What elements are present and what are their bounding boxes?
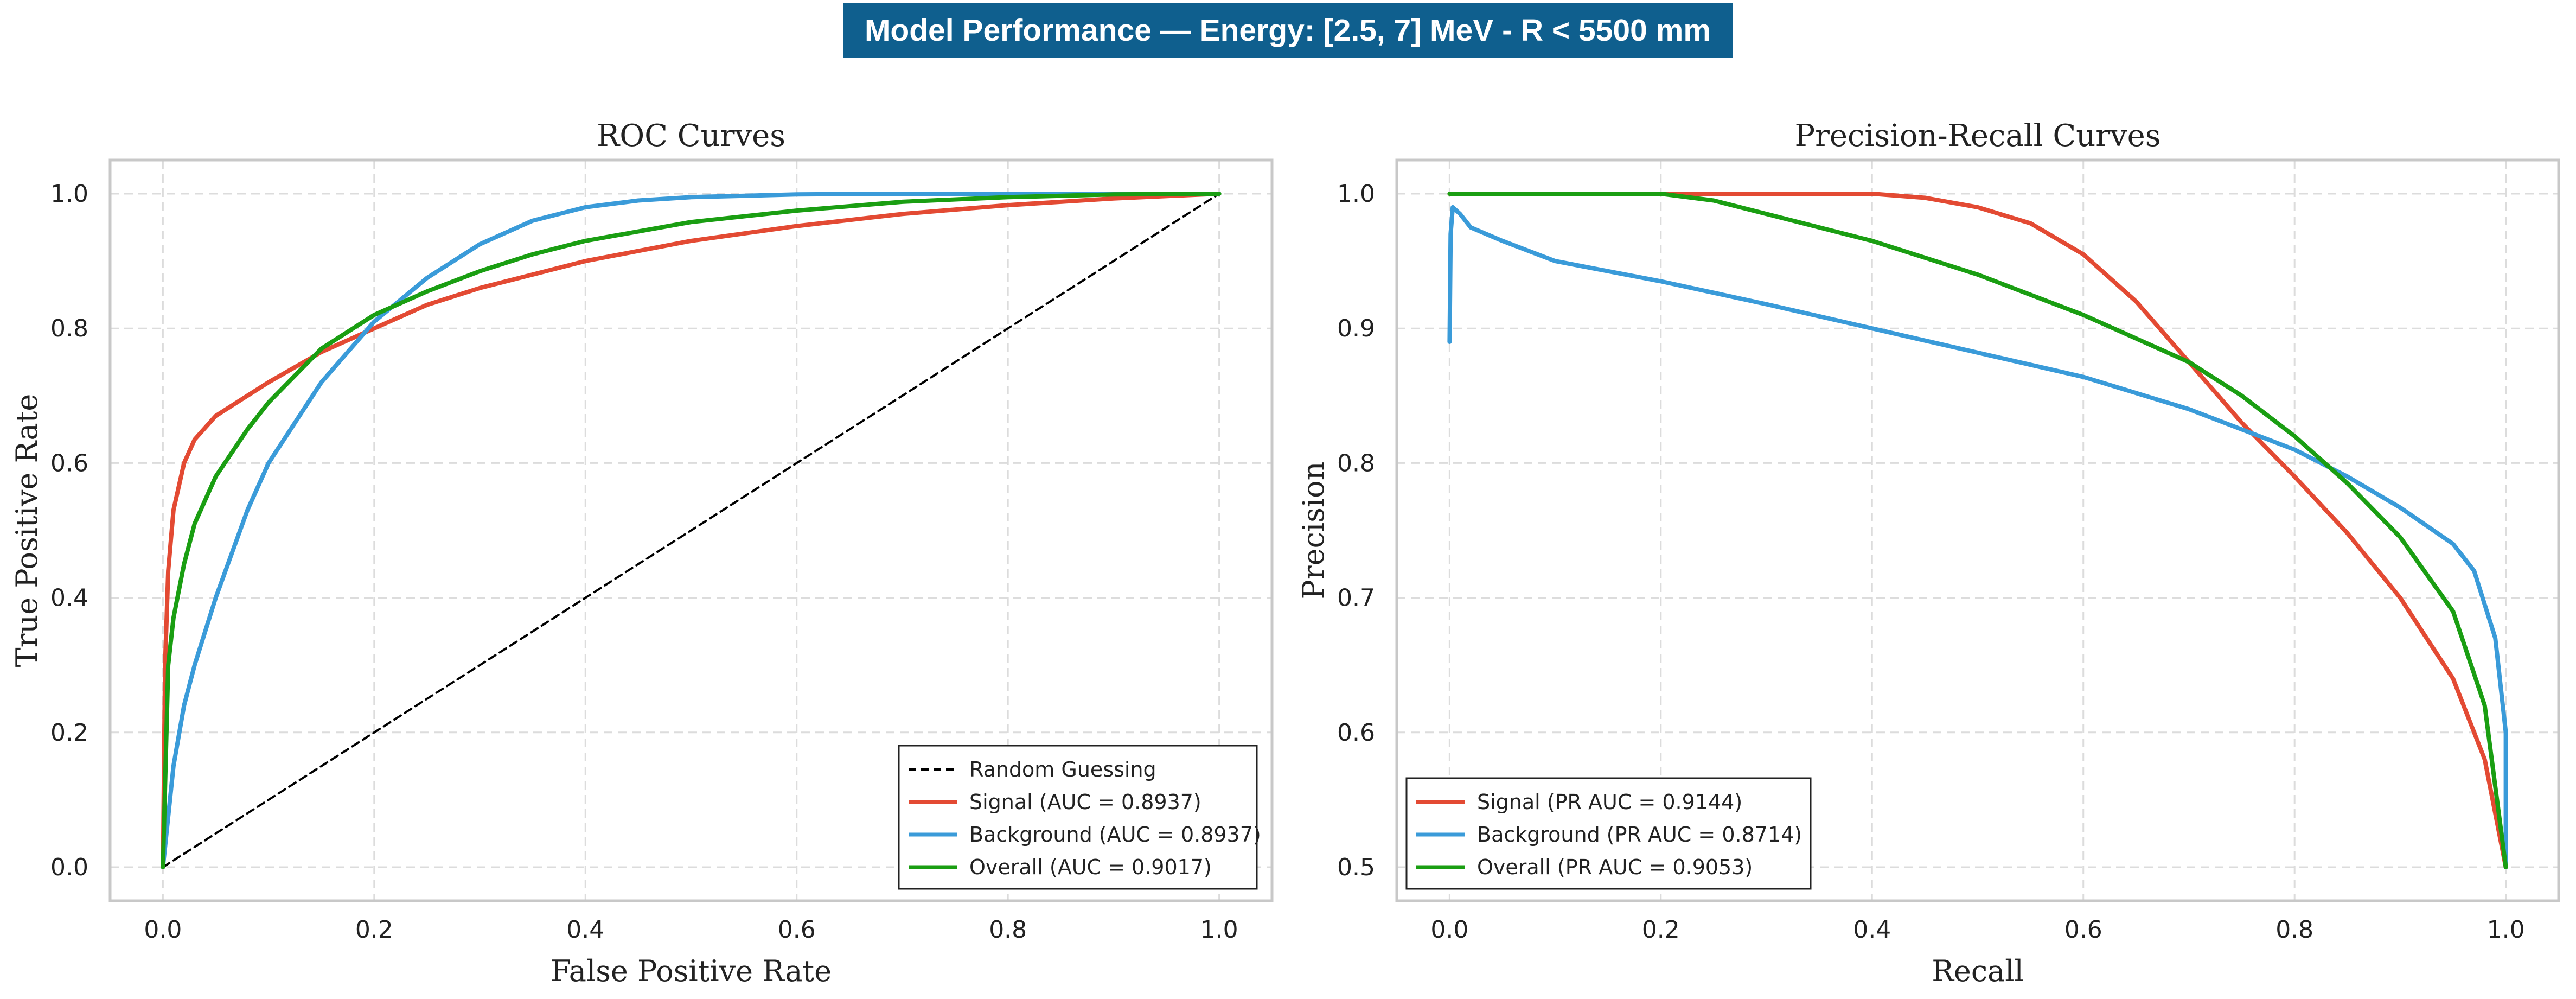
legend-box [898, 745, 1258, 890]
legend: Random Guessing Signal (AUC = 0.8937) Back… [898, 745, 1261, 890]
y-tick-label: 0.6 [50, 449, 88, 477]
x-tick-label: 0.0 [144, 916, 182, 944]
chart-title: Precision-Recall Curves [1794, 118, 2160, 154]
y-tick-label: 0.8 [1337, 449, 1375, 477]
legend-entry: Signal (PR AUC = 0.9144) [1477, 790, 1742, 814]
y-tick-label: 1.0 [50, 180, 88, 208]
x-tick-label: 1.0 [2487, 916, 2525, 944]
legend-entry: Background (PR AUC = 0.8714) [1477, 823, 1802, 847]
x-tick-label: 0.4 [566, 916, 604, 944]
y-tick-label: 0.5 [1337, 854, 1375, 881]
legend-entry: Overall (AUC = 0.9017) [969, 855, 1212, 879]
y-tick-label: 0.4 [50, 584, 88, 612]
plot-frame [108, 158, 1274, 902]
y-tick-label: 0.2 [50, 719, 88, 747]
chart-panel-2: 0.0 0.2 0.4 0.6 0.8 1.0 0.5 0.6 0.7 0.8 0.9 1.0 Prec… [1296, 118, 2560, 988]
x-tick-label: 0.6 [2064, 916, 2102, 944]
series-line [1447, 192, 2508, 869]
series-line [162, 193, 1220, 868]
x-tick-label: 1.0 [1200, 916, 1238, 944]
y-tick-label: 0.0 [50, 854, 88, 881]
series-line [1447, 205, 2508, 869]
chart-title: ROC Curves [597, 118, 785, 154]
legend-entry: Signal (AUC = 0.8937) [969, 790, 1201, 814]
y-tick-label: 0.8 [50, 315, 88, 342]
legend: Signal (PR AUC = 0.9144) Background (PR A… [1405, 777, 1812, 890]
legend-entry: Overall (PR AUC = 0.9053) [1477, 855, 1753, 879]
x-tick-label: 0.2 [355, 916, 393, 944]
y-tick-label: 0.9 [1337, 315, 1375, 342]
chart-panel-1: 0.0 0.2 0.4 0.6 0.8 1.0 0.0 0.2 0.4 0.6 0.8 1.0 ROC … [10, 118, 1274, 988]
y-tick-label: 0.6 [1337, 719, 1375, 747]
y-axis-label: Precision [1296, 462, 1331, 600]
series-line [161, 192, 1222, 869]
y-tick-label: 0.7 [1337, 584, 1375, 612]
x-axis-label: Recall [1932, 954, 2024, 988]
series-line [161, 192, 1222, 869]
x-axis-label: False Positive Rate [551, 954, 832, 988]
x-tick-label: 0.6 [778, 916, 816, 944]
legend-entry: Background (AUC = 0.8937) [969, 823, 1261, 847]
x-tick-label: 0.0 [1430, 916, 1468, 944]
figure-title: Model Performance — Energy: [2.5, 7] MeV… [864, 13, 1711, 48]
plot-frame [1395, 158, 2560, 902]
x-tick-label: 0.4 [1853, 916, 1891, 944]
series-line [161, 192, 1222, 869]
y-axis-label: True Positive Rate [10, 394, 44, 667]
x-tick-label: 0.8 [2275, 916, 2313, 944]
legend-box [1405, 777, 1812, 890]
x-tick-label: 0.2 [1642, 916, 1680, 944]
y-tick-label: 1.0 [1337, 180, 1375, 208]
x-tick-label: 0.8 [989, 916, 1027, 944]
figure-title-banner: Model Performance — Energy: [2.5, 7] MeV… [843, 3, 1733, 58]
series-line [1447, 192, 2508, 869]
legend-entry: Random Guessing [969, 758, 1156, 781]
